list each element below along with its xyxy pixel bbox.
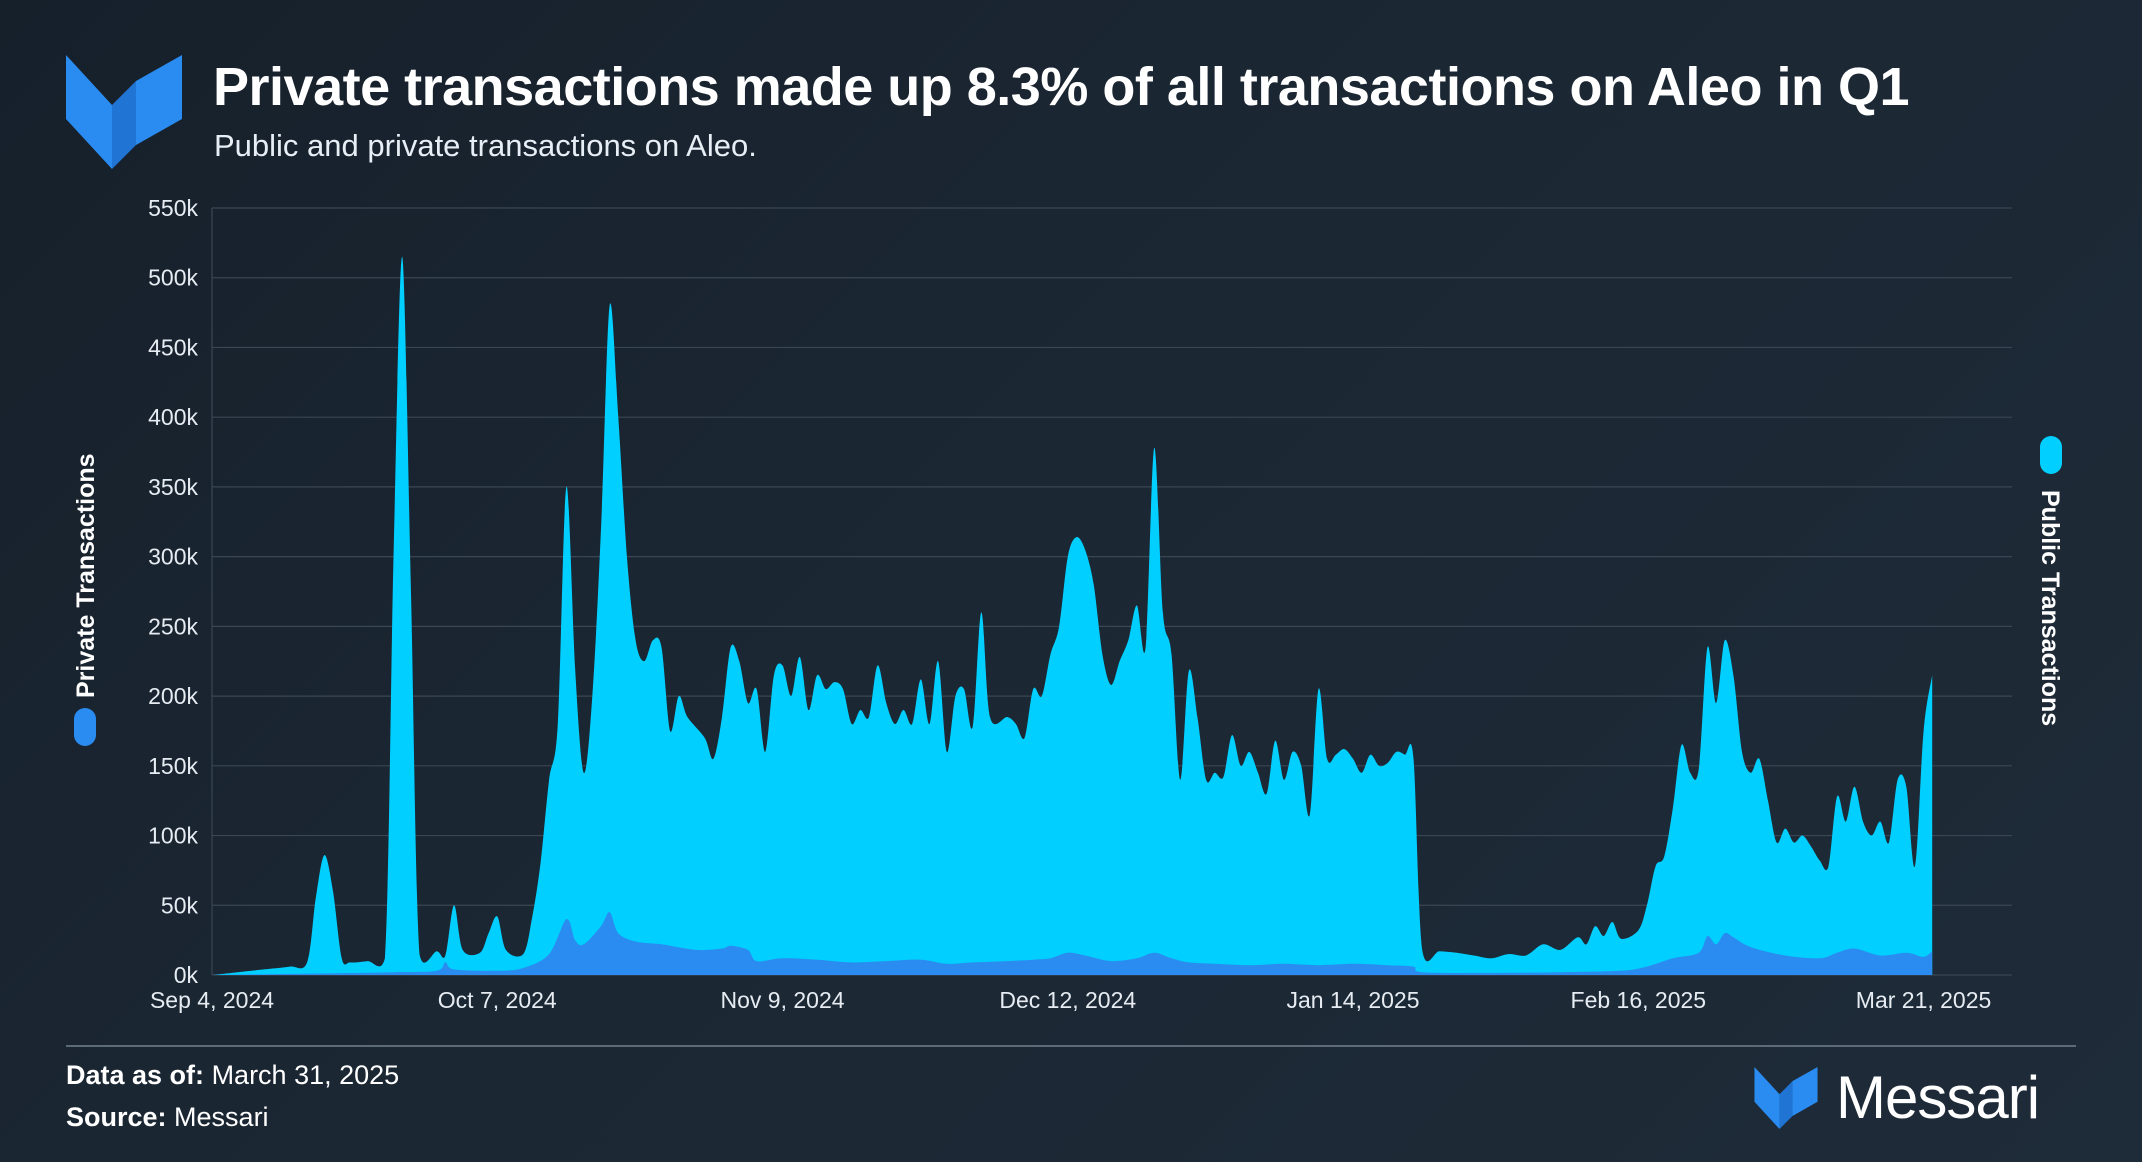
private-axis-title: Private Transactions — [72, 453, 100, 698]
area-chart: 0k 50k 100k 150k 200k 250k 300k 350k 400k 450k 500… — [72, 195, 2064, 1013]
brand-logo: Messari — [1754, 1063, 2040, 1132]
x-axis-ticks: Sep 4, 2024 Oct 7, 2024 Nov 9, 2024 Dec 12,… — [150, 987, 1991, 1013]
public-axis-title: Public Transactions — [2036, 490, 2064, 726]
x-tick-label: Nov 9, 2024 — [721, 987, 845, 1013]
public-transactions-area — [212, 256, 1933, 975]
messari-logo-small-icon — [1754, 1066, 1818, 1129]
x-tick-label: Feb 16, 2025 — [1571, 987, 1707, 1013]
public-legend-swatch — [2040, 436, 2062, 474]
y-tick-label: 0k — [174, 962, 199, 988]
source: Source: Messari — [66, 1102, 269, 1133]
y-tick-label: 350k — [148, 474, 198, 500]
data-as-of-value: March 31, 2025 — [211, 1060, 400, 1090]
x-tick-label: Sep 4, 2024 — [150, 987, 274, 1013]
data-as-of: Data as of: March 31, 2025 — [66, 1060, 399, 1091]
x-tick-label: Jan 14, 2025 — [1287, 987, 1420, 1013]
y-tick-label: 250k — [148, 613, 198, 639]
x-tick-label: Mar 21, 2025 — [1856, 987, 1992, 1013]
source-label: Source: — [66, 1102, 167, 1132]
public-transactions-axis-label: Public Transactions — [2036, 436, 2064, 726]
y-axis-ticks: 0k 50k 100k 150k 200k 250k 300k 350k 400k 450k 500… — [148, 195, 198, 988]
source-value: Messari — [174, 1102, 269, 1132]
chart-areas — [212, 256, 1933, 975]
y-tick-label: 150k — [148, 753, 198, 779]
chart-title: Private transactions made up 8.3% of all… — [213, 57, 1909, 117]
footer-divider — [66, 1045, 2076, 1047]
private-legend-swatch — [74, 708, 96, 746]
y-tick-label: 50k — [161, 892, 199, 918]
x-tick-label: Oct 7, 2024 — [438, 987, 557, 1013]
messari-logo-icon — [66, 55, 182, 174]
y-tick-label: 450k — [148, 334, 198, 360]
y-tick-label: 200k — [148, 683, 198, 709]
y-tick-label: 500k — [148, 265, 198, 291]
y-tick-label: 300k — [148, 544, 198, 570]
private-transactions-area — [212, 912, 1933, 975]
chart-subtitle: Public and private transactions on Aleo. — [214, 128, 757, 163]
data-as-of-label: Data as of: — [66, 1060, 205, 1090]
brand-name: Messari — [1836, 1064, 2040, 1131]
y-tick-label: 550k — [148, 195, 198, 221]
private-transactions-axis-label: Private Transactions — [72, 453, 100, 746]
x-tick-label: Dec 12, 2024 — [999, 987, 1136, 1013]
y-tick-label: 100k — [148, 823, 198, 849]
y-tick-label: 400k — [148, 404, 198, 430]
